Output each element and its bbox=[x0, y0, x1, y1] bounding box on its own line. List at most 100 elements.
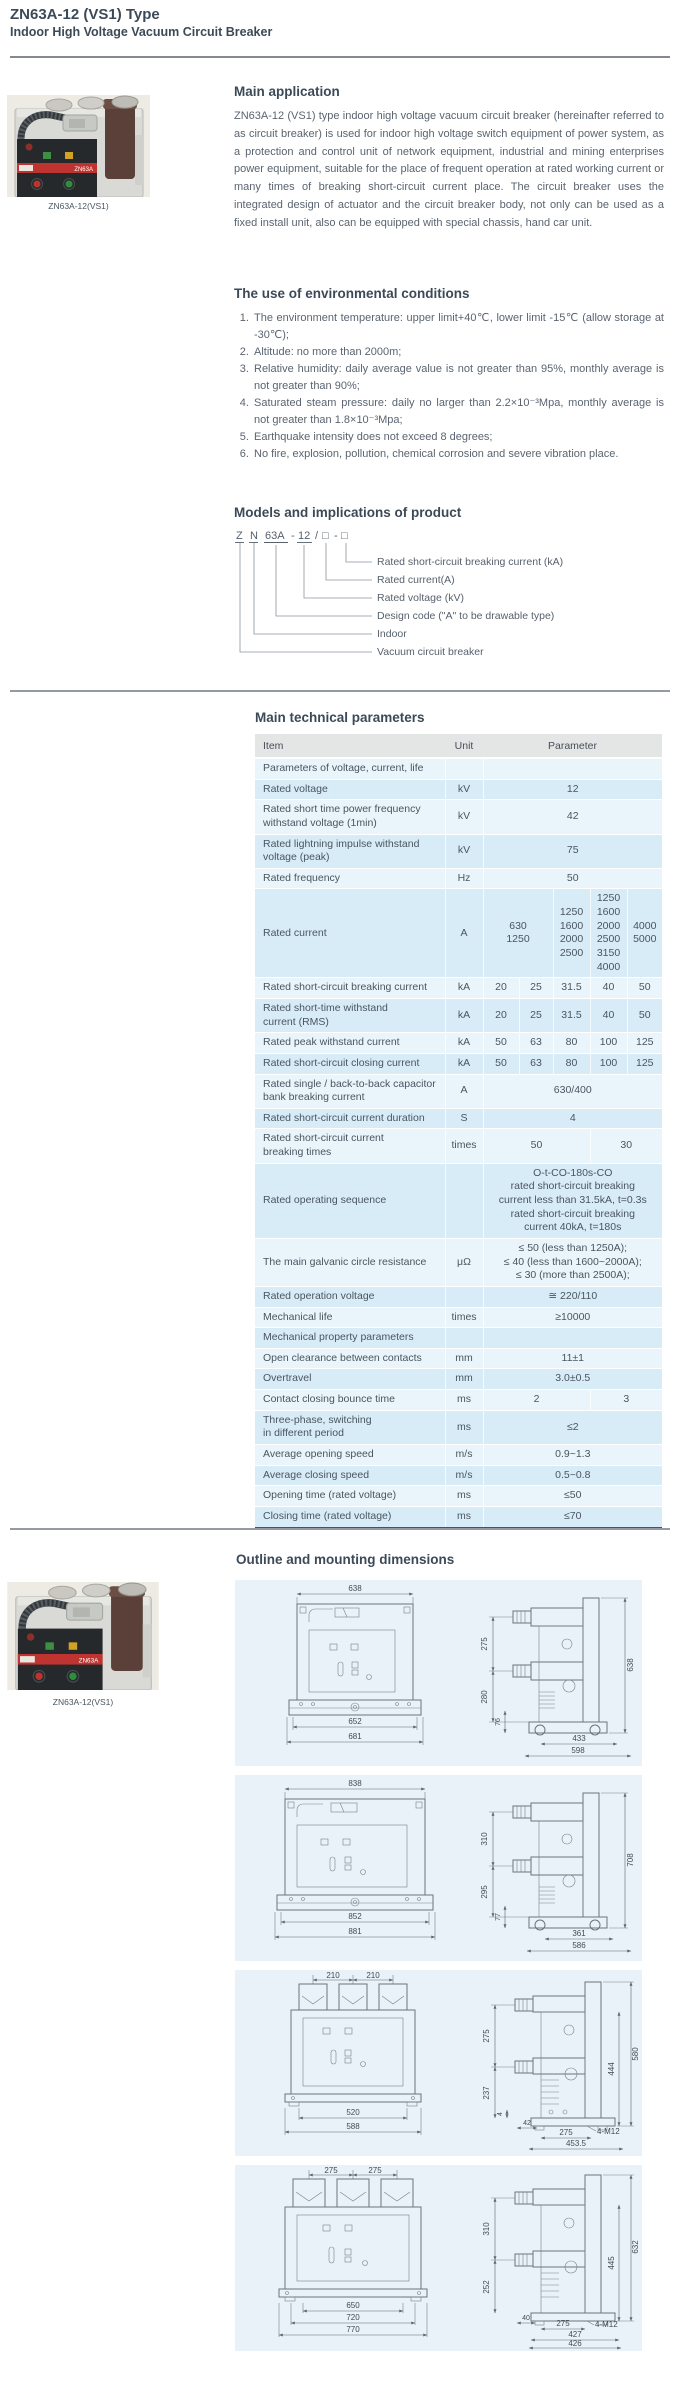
table-cell: 1250 1600 2000 2500 3150 4000 bbox=[589, 888, 627, 978]
table-row: Rated short-circuit breaking current kA 20… bbox=[255, 977, 663, 999]
table-cell: Contact closing bounce time bbox=[255, 1389, 445, 1411]
table-cell: kA bbox=[444, 1032, 483, 1054]
table-cell: 31.5 bbox=[552, 977, 590, 999]
table-cell: mm bbox=[444, 1347, 483, 1369]
side-view-drawing: 275 280 76 638 433 598 bbox=[480, 1597, 635, 1758]
table-cell: 3.0±0.5 bbox=[482, 1368, 663, 1390]
table-row: Rated short-circuit current breaking tim… bbox=[255, 1128, 663, 1164]
table-row: Rated short-time withstand current (RMS)… bbox=[255, 997, 663, 1033]
table-cell: 125 bbox=[626, 1052, 663, 1075]
table-cell: 630 1250 bbox=[482, 888, 553, 978]
table-cell: kV bbox=[444, 799, 483, 835]
model-code-segment: - bbox=[334, 530, 338, 542]
env-condition-item: Altitude: no more than 2000m; bbox=[252, 344, 664, 361]
env-condition-item: Saturated steam pressure: daily no large… bbox=[252, 395, 664, 429]
table-cell: Parameters of voltage, current, life bbox=[255, 757, 445, 780]
table-cell: 63 bbox=[518, 1032, 553, 1054]
side-view-drawing: 275 237 4 42 580 444 275 453.5 4-M12 bbox=[482, 1981, 640, 2151]
table-cell: 40 bbox=[589, 997, 627, 1033]
front-view-drawing: 210 210 520 588 bbox=[284, 1971, 422, 2135]
green-button-close bbox=[69, 1672, 77, 1680]
dimension-label: 652 bbox=[348, 1717, 362, 1726]
dimension-label: 580 bbox=[631, 2047, 640, 2061]
table-cell: Hz bbox=[444, 867, 483, 889]
dimension-label: 210 bbox=[366, 1971, 380, 1980]
page-header: ZN63A-12 (VS1) Type Indoor High Voltage … bbox=[10, 6, 272, 39]
dimension-label: 295 bbox=[480, 1885, 489, 1899]
column-header-item: Item bbox=[255, 734, 445, 759]
table-cell: Rated short-circuit breaking current bbox=[255, 977, 445, 999]
table-row: Rated voltage kV 12 bbox=[255, 778, 663, 800]
table-cell: O-t-CO-180s-CO rated short-circuit break… bbox=[482, 1162, 663, 1239]
dimension-label: 275 bbox=[368, 2166, 382, 2175]
table-row: The main galvanic circle resistance μΩ ≤ 5… bbox=[255, 1237, 663, 1287]
table-cell: kA bbox=[444, 1052, 483, 1075]
side-view-drawing: 310 295 77 708 361 586 bbox=[480, 1792, 635, 1953]
model-code-meaning: Rated voltage (kV) bbox=[377, 592, 464, 604]
table-cell: Rated short time power frequency withsta… bbox=[255, 799, 445, 835]
dimension-label: 708 bbox=[626, 1853, 635, 1867]
table-cell: 50 bbox=[482, 1128, 590, 1164]
green-button-close bbox=[65, 180, 73, 188]
table-cell: m/s bbox=[444, 1464, 483, 1486]
dimension-label: 42 bbox=[523, 2120, 531, 2127]
dimension-label: 881 bbox=[348, 1927, 362, 1936]
table-row: Average closing speed m/s 0.5~0.8 bbox=[255, 1464, 663, 1486]
divider bbox=[10, 1528, 670, 1530]
table-cell bbox=[444, 1327, 483, 1349]
table-cell: Rated short-circuit current duration bbox=[255, 1107, 445, 1129]
table-cell: Rated operation voltage bbox=[255, 1285, 445, 1307]
breaker-photo-illustration: ZN63A bbox=[7, 95, 150, 197]
table-row: Rated lightning impulse withstand voltag… bbox=[255, 833, 663, 869]
table-cell: 11±1 bbox=[482, 1347, 663, 1369]
table-row: Rated single / back-to-back capacitor ba… bbox=[255, 1073, 663, 1109]
table-cell: Rated operating sequence bbox=[255, 1162, 445, 1239]
table-row: Overtravel mm 3.0±0.5 bbox=[255, 1368, 663, 1390]
breaker-photo-illustration: ZN63A bbox=[7, 1582, 159, 1690]
dimension-label: 275 bbox=[482, 2029, 491, 2043]
table-cell: Open clearance between contacts bbox=[255, 1347, 445, 1369]
yellow-indicator bbox=[65, 152, 73, 159]
dimension-label: 427 bbox=[568, 2330, 582, 2339]
table-cell: 25 bbox=[518, 997, 553, 1033]
dimension-label: 275 bbox=[324, 2166, 338, 2175]
table-cell: 125 bbox=[626, 1032, 663, 1054]
table-cell: 1250 1600 2000 2500 bbox=[552, 888, 590, 978]
panel-model-label: ZN63A bbox=[79, 1657, 100, 1664]
dimension-drawing-panel-3: 210 210 520 588 bbox=[235, 1970, 642, 2156]
env-condition-item: Earthquake intensity does not exceed 8 d… bbox=[252, 429, 664, 446]
env-condition-item: No fire, explosion, pollution, chemical … bbox=[252, 446, 664, 463]
dimension-label: 252 bbox=[482, 2280, 491, 2294]
table-cell: A bbox=[444, 1073, 483, 1109]
table-cell: kA bbox=[444, 997, 483, 1033]
dimension-label: 681 bbox=[348, 1732, 362, 1741]
photo-caption: ZN63A-12(VS1) bbox=[48, 201, 109, 211]
table-cell: ≅ 220/110 bbox=[482, 1285, 663, 1307]
table-row: Rated short time power frequency withsta… bbox=[255, 799, 663, 835]
table-cell: Rated lightning impulse withstand voltag… bbox=[255, 833, 445, 869]
product-photo: ZN63A bbox=[7, 1582, 159, 1690]
green-indicator bbox=[43, 152, 51, 159]
dimension-label: 275 bbox=[556, 2319, 570, 2328]
parameters-table-body: Parameters of voltage, current, life Rate… bbox=[255, 757, 663, 1528]
dimension-label: 650 bbox=[346, 2301, 360, 2310]
table-cell: 50 bbox=[482, 1052, 519, 1075]
table-cell: Three-phase, switching in different peri… bbox=[255, 1409, 445, 1445]
dimension-label: 586 bbox=[572, 1941, 586, 1950]
model-code-meaning: Vacuum circuit breaker bbox=[377, 646, 484, 658]
red-stripe bbox=[17, 1654, 103, 1665]
table-cell: 12 bbox=[482, 778, 663, 800]
red-button-open bbox=[33, 180, 41, 188]
table-row: Average opening speed m/s 0.9~1.3 bbox=[255, 1443, 663, 1466]
yellow-indicator bbox=[68, 1642, 78, 1650]
table-cell: Rated frequency bbox=[255, 867, 445, 889]
table-section-row: Parameters of voltage, current, life bbox=[255, 757, 663, 780]
table-cell: 100 bbox=[589, 1032, 627, 1054]
table-cell: kA bbox=[444, 977, 483, 999]
table-cell: Rated peak withstand current bbox=[255, 1032, 445, 1054]
table-cell: 80 bbox=[552, 1032, 590, 1054]
dimension-drawings: 638 652 681 bbox=[235, 1580, 642, 2360]
dimension-label: 770 bbox=[346, 2325, 360, 2334]
page-title: ZN63A-12 (VS1) Type bbox=[10, 6, 160, 23]
dimension-label: 4 bbox=[497, 2112, 504, 2116]
